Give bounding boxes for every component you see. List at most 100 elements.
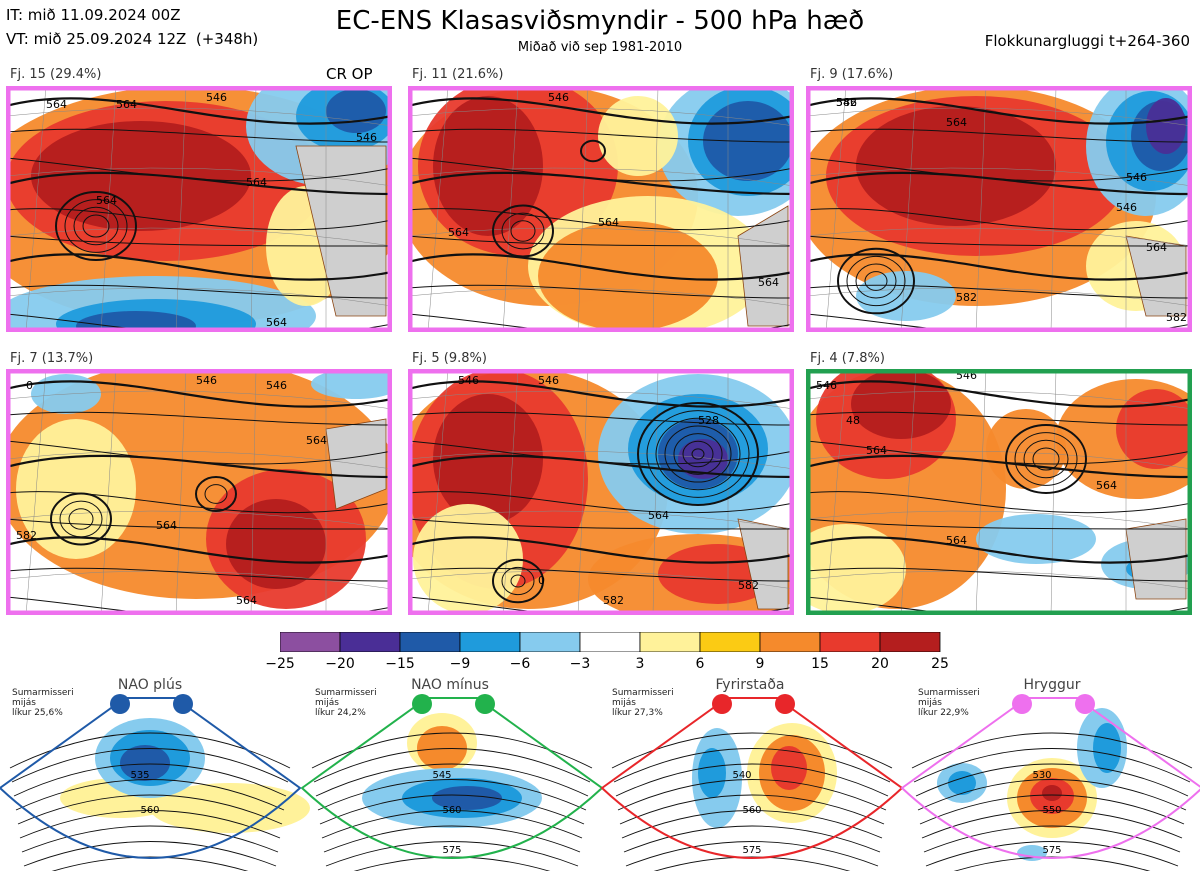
height-contour (6, 454, 392, 479)
height-contour (6, 596, 392, 615)
panel-6-label: Fj. 4 (7.8%) (810, 351, 885, 366)
height-contour (325, 841, 579, 867)
cluster-map-4-canvas: 0 546 546 564 564 564 582 (6, 369, 392, 615)
contour-label: 564 (96, 194, 117, 207)
height-contour (806, 518, 1192, 530)
colorbar-segment (759, 631, 821, 653)
regime-1-note: Sumarmisseri mijás líkur 25,6% (12, 688, 74, 718)
contour-label: 546 (196, 374, 217, 387)
height-contour (806, 596, 1192, 615)
anomaly-field (856, 106, 1056, 226)
contour-label: 546 (266, 379, 287, 392)
height-contour (6, 171, 392, 196)
anomaly-field (538, 221, 718, 331)
anomaly-field (986, 409, 1066, 489)
anomaly-field (120, 745, 170, 781)
panel-4-label: Fj. 7 (13.7%) (10, 351, 94, 366)
contour-label: 546 (458, 374, 479, 387)
height-contour (492, 204, 554, 258)
colorbar-segment (639, 631, 701, 653)
regime-2-note: Sumarmisseri mijás líkur 24,2% (315, 688, 377, 718)
height-contour (664, 425, 732, 483)
height-contour (17, 794, 283, 825)
contour-label: 545 (432, 770, 451, 781)
parallel-line (806, 570, 1192, 590)
colorbar-segment (459, 631, 521, 653)
colorbar-tick-labels: −25 −20 −15 −9 −6 −3 3 6 9 15 20 25 (0, 656, 1200, 674)
sector-outline (900, 697, 1200, 859)
anomaly-field (432, 786, 502, 810)
colorbar-segment (879, 631, 941, 653)
height-contour (617, 779, 887, 811)
height-contour (806, 536, 1192, 564)
height-contour (55, 191, 137, 261)
panel-border (6, 86, 392, 332)
colorbar-tick-label: −15 (385, 656, 415, 672)
height-contour (82, 214, 110, 238)
parallel-line (806, 510, 1192, 530)
cluster-map-3: 546 564 546 546 564 582 582 582 (806, 86, 1192, 332)
cluster-map-4: 0 546 546 564 564 564 582 (6, 369, 392, 615)
height-contour (615, 763, 889, 797)
contour-label: 564 (866, 444, 887, 457)
contour-label: 560 (742, 805, 761, 816)
panel-5-label: Fj. 5 (9.8%) (412, 351, 487, 366)
height-contour (6, 128, 392, 143)
height-contour (855, 263, 897, 299)
height-contour (837, 247, 915, 315)
height-contour (673, 433, 723, 475)
contour-label: 0 (538, 574, 545, 587)
cluster-map-3-canvas: 546 564 546 546 564 582 582 582 (806, 86, 1192, 332)
height-contour (9, 732, 291, 769)
height-contour (806, 235, 1192, 247)
regime-sector-3: 540 560 575 (600, 694, 904, 875)
height-contour (640, 856, 864, 875)
parallel-line (408, 227, 794, 247)
height-contour (1023, 439, 1069, 479)
colorbar-tick-label: −20 (325, 656, 355, 672)
land-area (295, 145, 387, 317)
anomaly-field (806, 524, 906, 614)
height-contour (408, 518, 794, 530)
anomaly-field (771, 746, 807, 790)
height-contour (319, 794, 585, 825)
meridian-line (900, 86, 917, 332)
height-contour (408, 596, 794, 615)
height-contour (637, 402, 759, 506)
panel-1-label: Fj. 15 (29.4%) (10, 67, 102, 82)
height-contour (806, 454, 1192, 479)
parallel-line (806, 450, 1192, 470)
height-contour (408, 284, 794, 299)
height-contour (13, 763, 287, 797)
colorbar-tick-label: 20 (871, 656, 889, 672)
height-contour (917, 779, 1187, 811)
contour-label: 564 (648, 509, 669, 522)
parallel-line (408, 167, 794, 187)
height-contour (38, 856, 262, 875)
height-contour (408, 208, 794, 231)
height-contour (315, 763, 589, 797)
height-contour (806, 171, 1192, 196)
anomaly-field (1116, 389, 1192, 469)
meridian-line (502, 86, 519, 332)
contour-label: 560 (442, 805, 461, 816)
parallel-line (6, 167, 392, 187)
height-contour (806, 380, 1192, 408)
height-contour (6, 411, 392, 426)
contour-label: 546 (356, 131, 377, 144)
contour-label: 48 (846, 414, 860, 427)
valid-time: VT: mið 25.09.2024 12Z (+348h) (6, 30, 259, 48)
parallel-line (408, 570, 794, 590)
classification-window: Flokkunargluggi t+264-360 (984, 32, 1190, 50)
height-contour (408, 454, 794, 479)
contour-label: 564 (598, 216, 619, 229)
regime-marker (412, 694, 432, 714)
parallel-line (6, 450, 392, 470)
land-area (1125, 235, 1187, 317)
anomaly-field (417, 726, 467, 770)
panel-2-label: Fj. 11 (21.6%) (412, 67, 504, 82)
land-area (737, 205, 789, 327)
height-contour (806, 313, 1192, 332)
issue-time: IT: mið 11.09.2024 00Z (6, 6, 181, 24)
